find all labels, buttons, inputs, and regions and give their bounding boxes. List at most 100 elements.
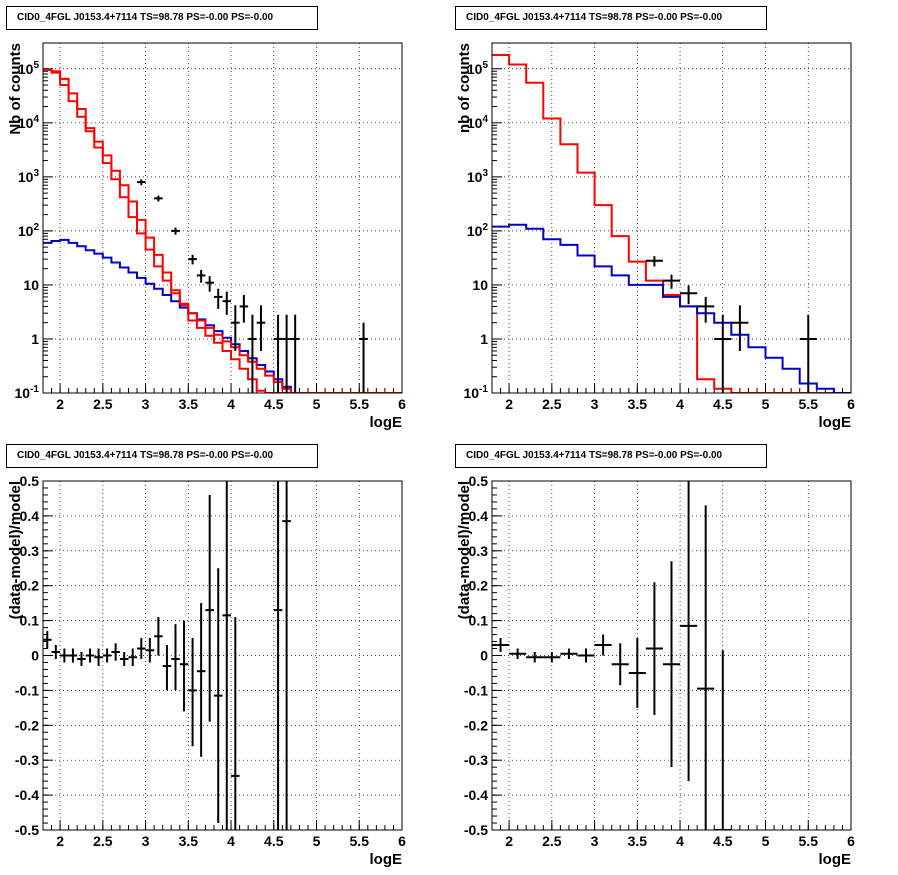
histogram-series-2 bbox=[43, 69, 402, 393]
data-point bbox=[714, 650, 732, 830]
data-point bbox=[543, 652, 561, 663]
data-point bbox=[231, 617, 240, 830]
data-point bbox=[154, 195, 163, 202]
data-point bbox=[492, 638, 510, 653]
data-point bbox=[509, 648, 527, 659]
data-point bbox=[526, 652, 544, 663]
x-tick-label: 5.5 bbox=[350, 396, 370, 412]
data-point bbox=[196, 269, 206, 283]
y-tick-label: -0.3 bbox=[15, 752, 39, 768]
y-tick-label: 102 bbox=[467, 222, 489, 239]
data-point bbox=[731, 305, 749, 351]
x-tick-label: 5 bbox=[762, 396, 770, 412]
data-point bbox=[213, 288, 223, 309]
x-tick-label: 6 bbox=[847, 396, 855, 412]
y-tick-label: -0.2 bbox=[464, 717, 488, 733]
y-tick-label: 1 bbox=[31, 331, 39, 347]
data-point bbox=[188, 254, 197, 265]
y-tick-label: 0.3 bbox=[20, 543, 40, 559]
x-axis-label: logE bbox=[370, 414, 403, 431]
data-point bbox=[680, 481, 698, 782]
data-point bbox=[290, 314, 300, 393]
histogram-series-0 bbox=[492, 54, 851, 393]
data-layer bbox=[43, 481, 291, 830]
y-tick-label: 0 bbox=[31, 648, 39, 664]
x-tick-label: 4.5 bbox=[264, 396, 284, 412]
x-tick-label: 3 bbox=[142, 833, 150, 849]
x-tick-label: 3.5 bbox=[179, 396, 199, 412]
x-tick-label: 3 bbox=[591, 396, 599, 412]
data-point bbox=[662, 274, 681, 289]
y-tick-label: 102 bbox=[18, 222, 40, 239]
x-tick-label: 5.5 bbox=[350, 833, 370, 849]
x-tick-label: 5.5 bbox=[799, 396, 819, 412]
y-tick-label: 105 bbox=[467, 60, 489, 77]
data-point bbox=[154, 617, 163, 656]
data-point bbox=[628, 638, 646, 708]
y-axis-label: nb of counts bbox=[456, 43, 473, 133]
plot-frame bbox=[491, 480, 852, 831]
y-tick-label: -0.3 bbox=[464, 752, 488, 768]
x-tick-label: 6 bbox=[398, 396, 406, 412]
data-point bbox=[102, 648, 112, 663]
data-point bbox=[645, 582, 663, 715]
y-tick-label: -0.4 bbox=[15, 787, 39, 803]
x-tick-label: 5.5 bbox=[799, 833, 819, 849]
y-tick-label: 10-1 bbox=[15, 384, 40, 401]
data-point bbox=[128, 648, 138, 666]
x-tick-label: 2 bbox=[505, 833, 513, 849]
x-axis-label: logE bbox=[819, 414, 852, 431]
y-tick-label: 0.1 bbox=[20, 613, 40, 629]
y-tick-label: -0.1 bbox=[15, 682, 39, 698]
y-tick-label: 10 bbox=[23, 277, 39, 293]
plot-frame bbox=[42, 42, 403, 394]
data-point bbox=[188, 638, 197, 747]
panel-title-bottom-right: CID0_4FGL J0153.4+7114 TS=98.78 PS=-0.00… bbox=[455, 444, 767, 468]
data-point bbox=[560, 648, 578, 659]
data-point bbox=[697, 296, 715, 323]
y-tick-label: -0.1 bbox=[464, 682, 488, 698]
y-tick-label: 0.2 bbox=[20, 578, 40, 594]
y-tick-label: 104 bbox=[467, 114, 489, 131]
y-tick-label: -0.4 bbox=[464, 787, 488, 803]
panel-bottom-right: 2 2.5 3 3.5 4 4.5 5 5.5 6 -0.5 -0.4 -0.3 -0.2 -0.1 0 0.… bbox=[456, 473, 855, 868]
data-point bbox=[680, 285, 698, 305]
data-point bbox=[213, 568, 223, 824]
x-tick-label: 4 bbox=[227, 833, 235, 849]
y-tick-label: 104 bbox=[18, 114, 40, 131]
y-tick-label: 105 bbox=[18, 60, 40, 77]
data-point bbox=[282, 481, 291, 830]
y-tick-label: 0.3 bbox=[469, 543, 489, 559]
data-point bbox=[697, 505, 715, 830]
x-tick-label: 4 bbox=[676, 396, 684, 412]
y-tick-label: 103 bbox=[18, 168, 40, 185]
data-layer bbox=[43, 69, 402, 393]
data-point bbox=[645, 256, 663, 267]
data-point bbox=[51, 645, 61, 659]
panel-bottom-left: 2 2.5 3 3.5 4 4.5 5 5.5 6 -0.5 -0.4 -0.3 -0.2 -0.1 0 0.… bbox=[7, 473, 406, 868]
data-point bbox=[162, 645, 172, 691]
panel-title-bottom-left: CID0_4FGL J0153.4+7114 TS=98.78 PS=-0.00… bbox=[6, 444, 318, 468]
data-point bbox=[256, 305, 266, 351]
x-tick-label: 5 bbox=[762, 833, 770, 849]
plot-frame bbox=[491, 42, 852, 394]
data-point bbox=[179, 620, 189, 712]
x-tick-label: 2.5 bbox=[542, 833, 562, 849]
data-point bbox=[205, 276, 214, 292]
x-tick-label: 5 bbox=[313, 396, 321, 412]
y-axis-label: Nb of counts bbox=[7, 43, 24, 135]
data-point bbox=[85, 648, 95, 663]
panel-title-top-right: CID0_4FGL J0153.4+7114 TS=98.78 PS=-0.00… bbox=[455, 6, 767, 30]
histogram-series-1 bbox=[492, 223, 851, 393]
x-tick-label: 2.5 bbox=[93, 833, 113, 849]
y-tick-label: 0 bbox=[480, 648, 488, 664]
data-point bbox=[145, 638, 155, 663]
data-point bbox=[359, 322, 368, 393]
data-point bbox=[94, 648, 103, 666]
x-tick-label: 2.5 bbox=[542, 396, 562, 412]
x-axis-label: logE bbox=[370, 851, 403, 868]
plot-area bbox=[43, 481, 402, 830]
data-point bbox=[222, 291, 232, 315]
plot-frame bbox=[42, 480, 403, 831]
